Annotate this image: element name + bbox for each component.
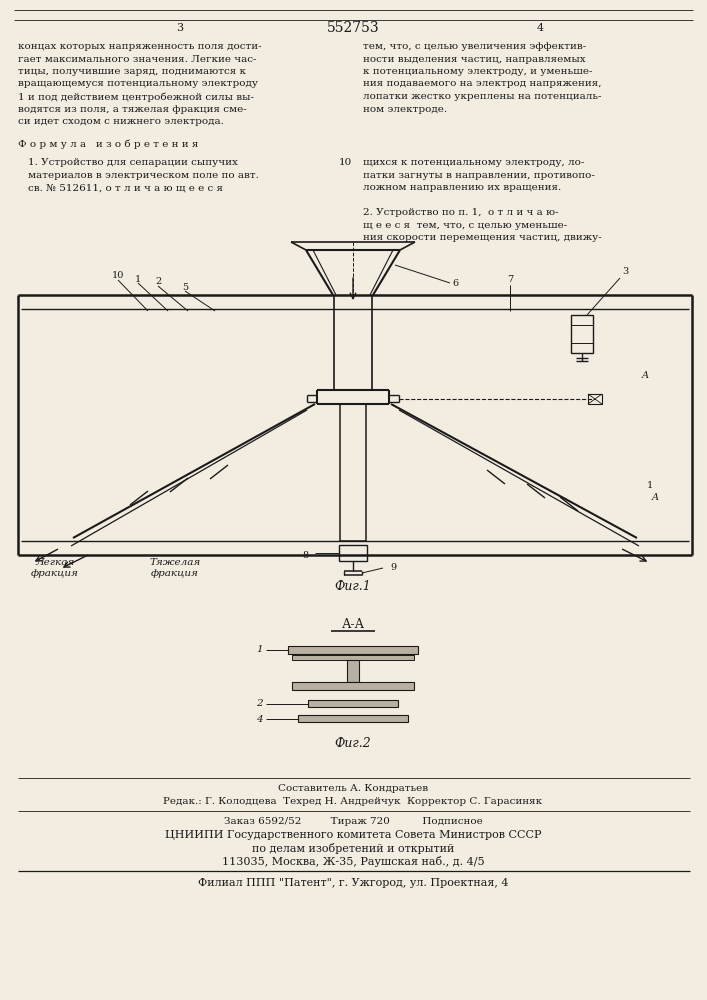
Text: 9: 9 — [390, 564, 396, 572]
Text: 8: 8 — [302, 550, 308, 560]
Text: лопатки жестко укреплены на потенциаль-: лопатки жестко укреплены на потенциаль- — [363, 92, 602, 101]
Text: 5: 5 — [182, 282, 188, 292]
Bar — [347, 660, 359, 682]
Text: 4: 4 — [537, 23, 544, 33]
Text: материалов в электрическом поле по авт.: материалов в электрическом поле по авт. — [28, 171, 259, 180]
Text: фракция: фракция — [31, 569, 79, 578]
Text: Фиг.2: Фиг.2 — [334, 737, 371, 750]
Text: 113035, Москва, Ж-35, Раушская наб., д. 4/5: 113035, Москва, Ж-35, Раушская наб., д. … — [222, 856, 484, 867]
Text: Заказ 6592/52         Тираж 720          Подписное: Заказ 6592/52 Тираж 720 Подписное — [223, 817, 482, 826]
Text: 4: 4 — [257, 714, 263, 724]
Text: ЦНИИПИ Государственного комитета Совета Министров СССР: ЦНИИПИ Государственного комитета Совета … — [165, 830, 542, 840]
Text: гает максимального значения. Легкие час-: гает максимального значения. Легкие час- — [18, 54, 257, 64]
Text: патки загнуты в направлении, противопо-: патки загнуты в направлении, противопо- — [363, 171, 595, 180]
Bar — [292, 682, 414, 690]
Text: щихся к потенциальному электроду, ло-: щихся к потенциальному электроду, ло- — [363, 158, 585, 167]
Text: A: A — [651, 493, 658, 502]
Text: 10: 10 — [112, 271, 124, 280]
Text: 2: 2 — [155, 277, 161, 286]
Text: 2: 2 — [257, 700, 263, 708]
Text: 552753: 552753 — [327, 21, 380, 35]
Text: Филиал ППП "Патент", г. Ужгород, ул. Проектная, 4: Филиал ППП "Патент", г. Ужгород, ул. Про… — [198, 878, 508, 888]
Text: 1 и под действием центробежной силы вы-: 1 и под действием центробежной силы вы- — [18, 92, 254, 102]
Text: 1: 1 — [647, 481, 653, 489]
Text: водятся из поля, а тяжелая фракция сме-: водятся из поля, а тяжелая фракция сме- — [18, 104, 247, 113]
Text: св. № 512611, о т л и ч а ю щ е е с я: св. № 512611, о т л и ч а ю щ е е с я — [28, 183, 223, 192]
Text: тем, что, с целью увеличения эффектив-: тем, что, с целью увеличения эффектив- — [363, 42, 586, 51]
Text: 3: 3 — [177, 23, 184, 33]
Text: 6: 6 — [452, 278, 458, 288]
Text: ния подаваемого на электрод напряжения,: ния подаваемого на электрод напряжения, — [363, 80, 602, 89]
Text: Фиг.1: Фиг.1 — [334, 580, 371, 593]
Text: 1. Устройство для сепарации сыпучих: 1. Устройство для сепарации сыпучих — [28, 158, 238, 167]
Text: фракция: фракция — [151, 569, 199, 578]
Text: 10: 10 — [339, 158, 351, 167]
Text: Легкая: Легкая — [35, 558, 75, 567]
Text: 1: 1 — [257, 646, 263, 654]
Text: вращающемуся потенциальному электроду: вращающемуся потенциальному электроду — [18, 80, 258, 89]
Text: тицы, получившие заряд, поднимаются к: тицы, получившие заряд, поднимаются к — [18, 67, 246, 76]
Text: ния скорости перемещения частиц, движу-: ния скорости перемещения частиц, движу- — [363, 233, 602, 242]
Text: к потенциальному электроду, и уменьше-: к потенциальному электроду, и уменьше- — [363, 67, 592, 76]
Text: Составитель А. Кондратьев: Составитель А. Кондратьев — [278, 784, 428, 793]
Text: си идет сходом с нижнего электрода.: си идет сходом с нижнего электрода. — [18, 117, 224, 126]
Text: 1: 1 — [135, 274, 141, 284]
Text: по делам изобретений и открытий: по делам изобретений и открытий — [252, 843, 454, 854]
Bar — [588, 394, 602, 404]
Text: 7: 7 — [507, 275, 513, 284]
Text: A: A — [641, 371, 648, 380]
Bar — [308, 700, 398, 707]
Bar — [339, 545, 367, 561]
Text: 3: 3 — [622, 267, 628, 276]
Text: Ф о р м у л а   и з о б р е т е н и я: Ф о р м у л а и з о б р е т е н и я — [18, 139, 199, 149]
Text: щ е е с я  тем, что, с целью уменьше-: щ е е с я тем, что, с целью уменьше- — [363, 221, 567, 230]
Text: Редак.: Г. Колодцева  Техред Н. Андрейчук  Корректор С. Гарасиняк: Редак.: Г. Колодцева Техред Н. Андрейчук… — [163, 797, 542, 806]
Text: ности выделения частиц, направляемых: ности выделения частиц, направляемых — [363, 54, 585, 64]
Text: концах которых напряженность поля дости-: концах которых напряженность поля дости- — [18, 42, 262, 51]
Bar — [298, 715, 408, 722]
Text: Тяжелая: Тяжелая — [149, 558, 201, 567]
Bar — [288, 646, 418, 654]
Bar — [292, 655, 414, 660]
Text: 2. Устройство по п. 1,  о т л и ч а ю-: 2. Устройство по п. 1, о т л и ч а ю- — [363, 208, 559, 217]
Text: А-А: А-А — [341, 618, 365, 631]
Text: ложном направлению их вращения.: ложном направлению их вращения. — [363, 183, 561, 192]
Bar — [571, 315, 593, 353]
Text: ном электроде.: ном электроде. — [363, 104, 447, 113]
